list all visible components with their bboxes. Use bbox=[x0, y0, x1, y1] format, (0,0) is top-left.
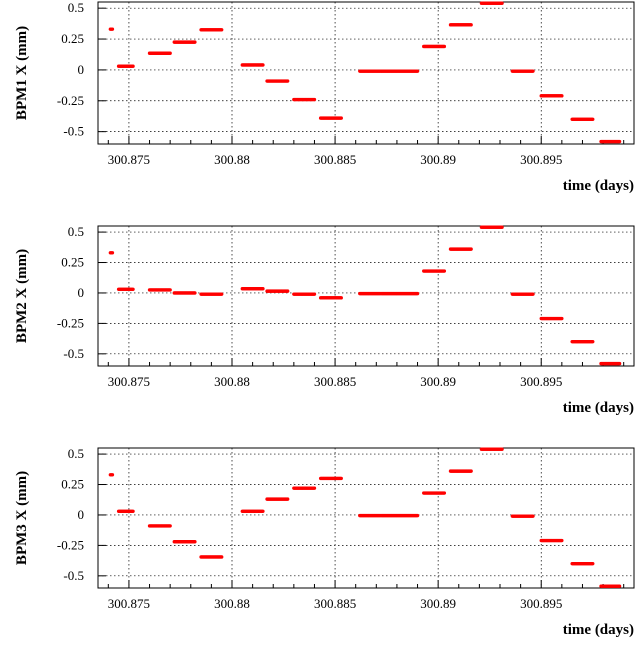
data-point bbox=[219, 292, 224, 296]
plot-frame bbox=[97, 447, 635, 589]
data-point bbox=[219, 28, 224, 32]
data-point bbox=[617, 584, 622, 588]
data-point bbox=[560, 538, 564, 543]
data-point bbox=[500, 225, 504, 229]
data-point bbox=[442, 44, 447, 49]
data-point bbox=[469, 469, 473, 473]
data-point bbox=[442, 491, 447, 495]
data-point bbox=[110, 251, 115, 255]
data-point bbox=[500, 1, 504, 5]
data-point bbox=[110, 27, 115, 31]
y-tick-label: -0.25 bbox=[57, 537, 84, 552]
data-point bbox=[339, 296, 343, 300]
x-tick-label: 300.89 bbox=[420, 374, 456, 389]
data-point bbox=[591, 561, 595, 566]
y-tick-label: -0.25 bbox=[57, 93, 84, 108]
y-tick-label: 0 bbox=[78, 285, 85, 300]
x-tick-label: 300.885 bbox=[314, 152, 356, 167]
chart-panel-1: 300.875 300.88 300.885 300.89 300.895 0.5 0.25… bbox=[14, 0, 635, 194]
data-point bbox=[560, 316, 564, 321]
data-point bbox=[531, 514, 535, 518]
x-tick-label: 300.875 bbox=[108, 152, 150, 167]
data-point bbox=[261, 509, 265, 514]
x-tick-label: 300.875 bbox=[108, 374, 150, 389]
data-point bbox=[131, 509, 135, 514]
data-point bbox=[261, 63, 265, 67]
chart-panel-3: 300.875 300.88 300.885 300.89 300.895 0.5 0.25… bbox=[14, 446, 635, 638]
y-axis-title: BPM2 X (mm) bbox=[14, 249, 30, 343]
data-point bbox=[469, 23, 473, 27]
y-axis-title: BPM1 X (mm) bbox=[14, 26, 30, 120]
data-point bbox=[261, 286, 265, 291]
data-point bbox=[617, 139, 622, 144]
x-tick-label: 300.88 bbox=[214, 374, 250, 389]
chart-panel-2: 300.875 300.88 300.885 300.89 300.895 0.5 0.25… bbox=[14, 224, 635, 416]
y-tick-label: -0.5 bbox=[63, 124, 84, 139]
data-point bbox=[617, 361, 622, 366]
x-tick-label: 300.885 bbox=[314, 596, 356, 611]
x-axis-title: time (days) bbox=[563, 622, 634, 638]
data-point bbox=[591, 339, 595, 344]
y-tick-label: 0.25 bbox=[61, 31, 84, 46]
data-point bbox=[193, 291, 197, 295]
data-point bbox=[415, 291, 420, 296]
data-point bbox=[193, 40, 197, 44]
data-point bbox=[131, 64, 135, 68]
y-tick-label: 0.5 bbox=[68, 446, 84, 461]
data-point bbox=[442, 269, 447, 273]
x-tick-label: 300.88 bbox=[214, 152, 250, 167]
data-point bbox=[193, 540, 197, 544]
data-point bbox=[168, 524, 172, 528]
data-point bbox=[285, 79, 290, 83]
data-point bbox=[110, 473, 115, 477]
data-point bbox=[131, 287, 135, 292]
plot-frame bbox=[97, 225, 635, 367]
data-point bbox=[285, 497, 290, 501]
data-point bbox=[312, 97, 317, 102]
y-tick-label: -0.5 bbox=[63, 346, 84, 361]
x-tick-label: 300.895 bbox=[520, 596, 562, 611]
x-tick-label: 300.89 bbox=[420, 152, 456, 167]
x-tick-label: 300.88 bbox=[214, 596, 250, 611]
data-point bbox=[285, 289, 290, 293]
data-point bbox=[339, 116, 343, 120]
data-point bbox=[531, 69, 535, 73]
x-tick-label: 300.89 bbox=[420, 596, 456, 611]
data-point bbox=[560, 94, 564, 98]
data-point bbox=[168, 51, 172, 55]
y-tick-label: 0.25 bbox=[61, 255, 84, 270]
y-axis-title: BPM3 X (mm) bbox=[14, 471, 30, 565]
data-point bbox=[168, 288, 172, 292]
data-point bbox=[531, 292, 535, 296]
data-point bbox=[469, 247, 473, 251]
x-tick-label: 300.885 bbox=[314, 374, 356, 389]
data-point bbox=[219, 555, 224, 559]
y-tick-label: 0.25 bbox=[61, 477, 84, 492]
x-tick-label: 300.895 bbox=[520, 374, 562, 389]
y-tick-label: -0.5 bbox=[63, 568, 84, 583]
y-tick-label: -0.25 bbox=[57, 315, 84, 330]
data-point bbox=[500, 447, 504, 451]
x-tick-label: 300.875 bbox=[108, 596, 150, 611]
y-tick-label: 0 bbox=[78, 507, 85, 522]
data-point bbox=[312, 292, 317, 296]
y-tick-label: 0.5 bbox=[68, 0, 84, 15]
y-tick-label: 0.5 bbox=[68, 224, 84, 239]
data-point bbox=[339, 476, 343, 481]
data-point bbox=[312, 486, 317, 490]
x-axis-title: time (days) bbox=[563, 400, 634, 416]
x-tick-label: 300.895 bbox=[520, 152, 562, 167]
plot-frame bbox=[97, 1, 635, 145]
x-axis-title: time (days) bbox=[563, 178, 634, 194]
y-tick-label: 0 bbox=[78, 62, 85, 77]
data-point bbox=[415, 513, 420, 518]
data-point bbox=[591, 117, 595, 122]
data-point bbox=[415, 69, 420, 73]
